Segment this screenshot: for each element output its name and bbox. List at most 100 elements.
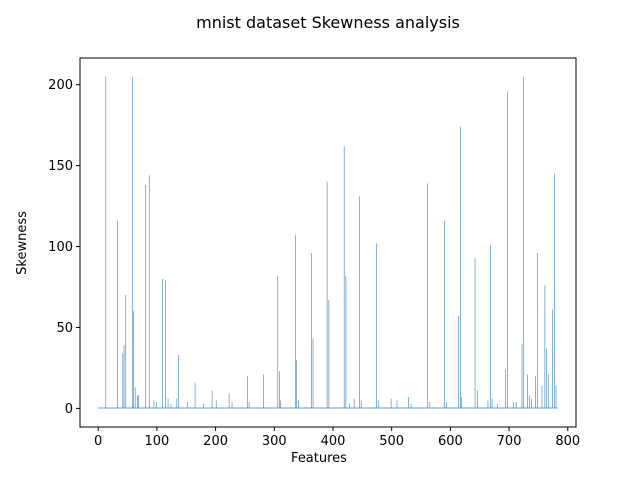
bar	[130, 407, 131, 409]
bar	[473, 407, 474, 409]
bar	[201, 407, 202, 409]
bar	[445, 407, 446, 409]
bar	[507, 91, 508, 409]
bar	[477, 407, 479, 409]
bar	[362, 407, 364, 409]
bar	[372, 407, 373, 409]
bar	[446, 407, 448, 409]
bar	[258, 407, 260, 409]
bar	[132, 407, 134, 409]
bar	[502, 407, 504, 409]
bar	[131, 76, 133, 409]
bar	[335, 407, 336, 409]
bar	[179, 407, 181, 409]
bar	[413, 407, 415, 409]
bar	[211, 407, 212, 409]
bar	[462, 407, 463, 409]
bar	[437, 407, 439, 409]
bar	[313, 407, 314, 409]
bar	[419, 407, 421, 409]
bar	[201, 407, 203, 409]
bar	[301, 407, 302, 409]
bar	[298, 407, 300, 409]
bar	[292, 407, 293, 409]
bar	[536, 253, 538, 409]
bar	[451, 407, 452, 409]
bar	[225, 407, 226, 409]
bar	[117, 407, 119, 409]
bar	[156, 401, 157, 409]
bar	[180, 407, 182, 409]
bar	[416, 407, 417, 409]
bar	[502, 407, 503, 409]
bar	[129, 407, 130, 409]
bar	[153, 400, 155, 409]
bar	[255, 407, 256, 409]
bar	[166, 407, 167, 409]
bar	[370, 407, 371, 409]
bar	[243, 407, 245, 409]
bar	[485, 407, 486, 409]
bar	[183, 407, 185, 409]
bar	[443, 407, 445, 409]
bar	[325, 407, 326, 409]
bar	[421, 407, 423, 409]
bar	[166, 407, 168, 409]
y-axis-ticks: 0 50 100 150 200	[48, 78, 80, 417]
bar	[387, 407, 389, 409]
bar	[293, 407, 294, 409]
bar	[490, 244, 491, 409]
bar	[374, 407, 375, 409]
bar	[245, 407, 247, 409]
bar	[333, 407, 335, 409]
bar	[426, 407, 428, 409]
bar	[464, 407, 465, 409]
bar	[528, 407, 530, 409]
bar	[269, 407, 271, 409]
x-tick-label: 700	[497, 434, 522, 449]
bar	[300, 407, 301, 409]
bar	[117, 220, 118, 409]
bar	[341, 407, 343, 409]
bar	[524, 407, 526, 409]
bar	[471, 407, 473, 409]
bar	[306, 407, 307, 409]
bar	[223, 407, 225, 409]
bar	[357, 407, 358, 409]
bar	[110, 407, 111, 409]
bar	[211, 390, 213, 409]
bars-group	[97, 76, 559, 409]
bar	[131, 407, 132, 409]
bar	[379, 407, 381, 409]
bar	[195, 407, 196, 409]
bar	[401, 407, 402, 409]
bar	[482, 407, 484, 409]
bar	[541, 407, 542, 409]
bar	[453, 407, 455, 409]
bar	[279, 407, 281, 409]
bar	[337, 407, 338, 409]
bar	[359, 196, 360, 409]
bar	[109, 407, 110, 409]
bar	[143, 407, 144, 409]
bar	[193, 407, 195, 409]
bar	[182, 407, 183, 409]
bar	[338, 407, 339, 409]
bar	[481, 407, 483, 409]
bar	[155, 407, 156, 409]
bar	[370, 407, 372, 409]
bar	[262, 407, 264, 409]
bar	[252, 407, 253, 409]
bar	[113, 407, 115, 409]
bar	[542, 407, 543, 409]
bar	[394, 407, 396, 409]
bar	[348, 407, 350, 409]
bar	[207, 407, 208, 409]
bar	[461, 397, 462, 409]
bar	[204, 407, 205, 409]
bar	[520, 407, 522, 409]
bar	[468, 407, 470, 409]
bar	[543, 407, 544, 409]
bar	[227, 407, 229, 409]
bar	[99, 407, 100, 409]
